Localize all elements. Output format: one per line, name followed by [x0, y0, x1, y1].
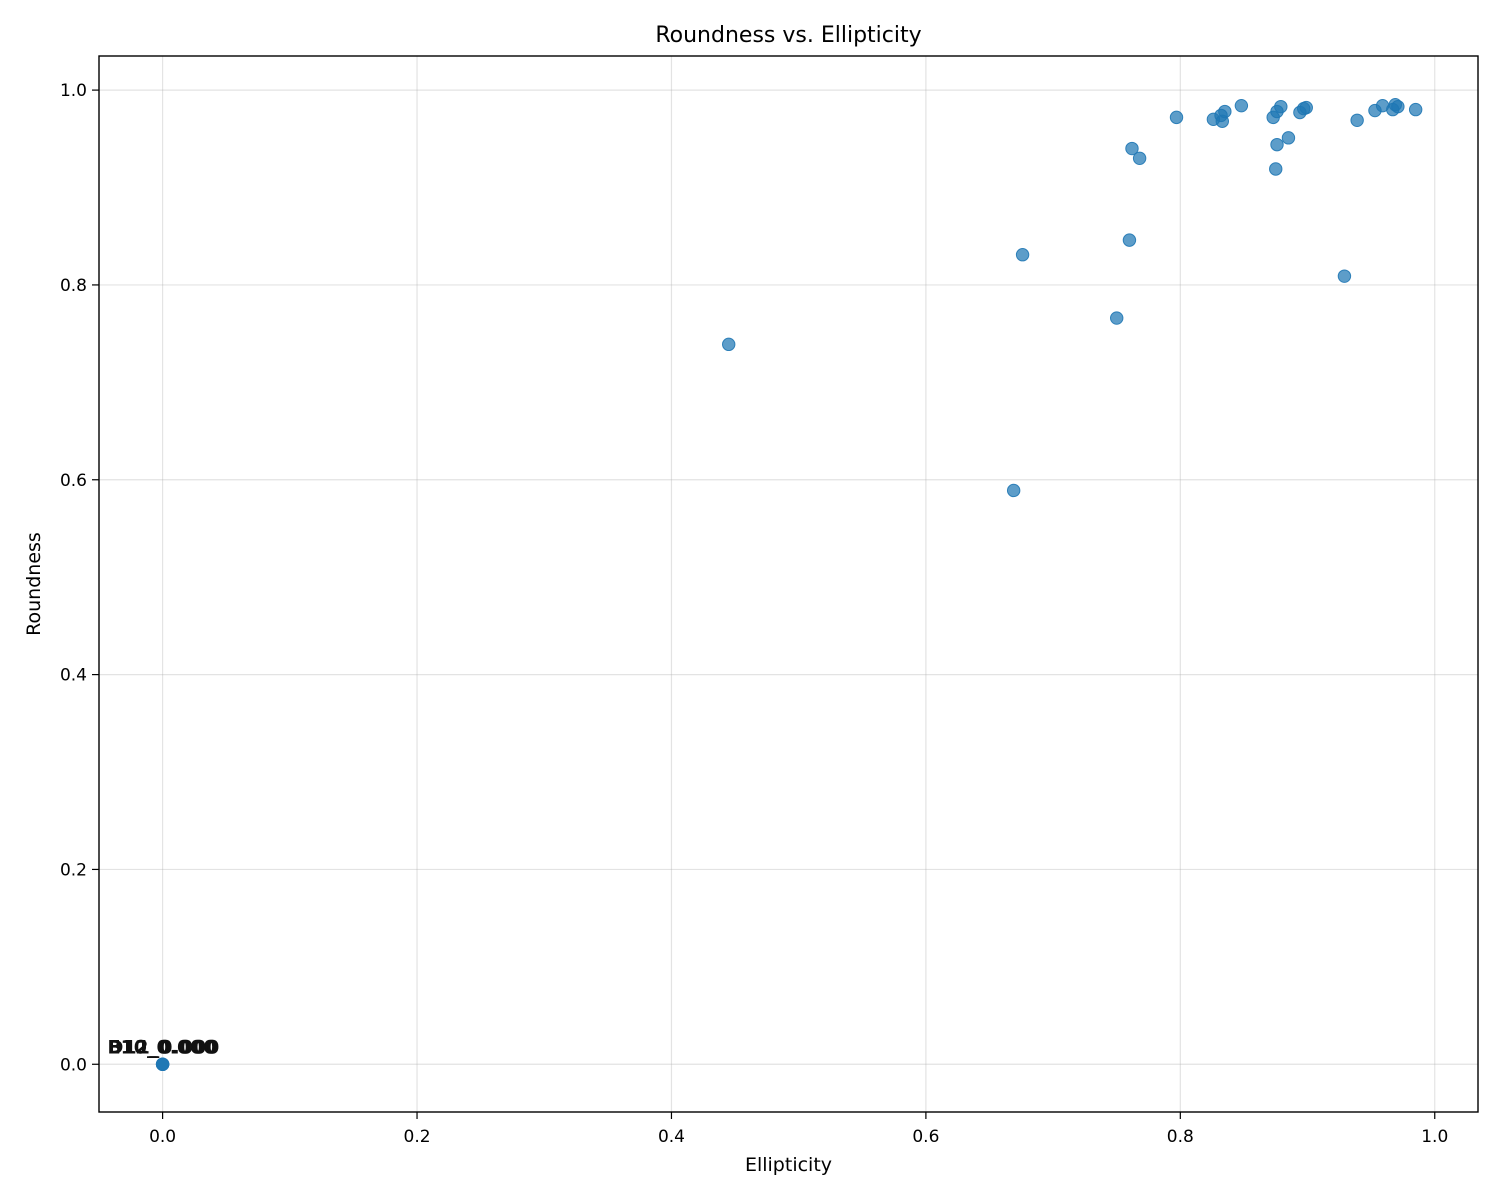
- scatter-point: [1274, 99, 1288, 114]
- x-tick-label: 0.2: [404, 1127, 431, 1147]
- scatter-point: [1169, 110, 1184, 125]
- scatter-point: [1350, 113, 1364, 127]
- y-tick-label: 0.6: [60, 471, 87, 491]
- y-tick-label: 0.8: [60, 276, 87, 296]
- scatter-point: [1122, 233, 1137, 247]
- data-points: [155, 98, 1423, 1071]
- plot-frame: [98, 55, 1479, 1113]
- x-tick-label: 1.0: [1421, 1127, 1448, 1147]
- x-tick-label: 0.0: [149, 1127, 176, 1147]
- scatter-point: [1270, 137, 1284, 152]
- y-tick-label: 0.4: [60, 666, 87, 686]
- point-annotation: D11_0.000: [108, 1036, 220, 1058]
- scatter-point: [1132, 151, 1147, 165]
- scatter-point: [1015, 248, 1030, 262]
- scatter-point: [1408, 102, 1423, 117]
- x-axis-ticks: 0.0 0.2 0.4 0.6 0.8 1.0: [149, 1112, 1448, 1147]
- scatter-point: [1234, 98, 1249, 113]
- x-tick-label: 0.8: [1167, 1127, 1194, 1147]
- scatter-point: [1006, 483, 1021, 498]
- point-annotation: E10_0.000: [108, 1036, 217, 1058]
- scatter-point: [155, 1057, 170, 1071]
- y-tick-label: 0.2: [60, 860, 87, 880]
- y-tick-label: 0.0: [60, 1055, 87, 1075]
- scatter-point: [1218, 104, 1232, 119]
- point-annotation: B12_0.000: [108, 1036, 219, 1058]
- y-axis-label: Roundness: [23, 532, 45, 636]
- scatter-point: [1125, 141, 1139, 156]
- scatter-point: [722, 337, 736, 352]
- grid: [99, 56, 1478, 1112]
- scatter-point: [1391, 99, 1405, 114]
- scatter-point: [1269, 162, 1283, 176]
- y-axis-ticks: 0.0 0.2 0.4 0.6 0.8 1.0: [60, 81, 99, 1075]
- scatter-point: [1110, 311, 1124, 325]
- scatter-point: [1337, 269, 1352, 283]
- chart-title: Roundness vs. Ellipticity: [655, 23, 921, 48]
- scatter-point: [1299, 100, 1313, 115]
- y-tick-label: 1.0: [60, 81, 87, 101]
- x-axis-label: Ellipticity: [745, 1154, 832, 1176]
- x-tick-label: 0.6: [912, 1127, 939, 1147]
- scatter-point: [1281, 131, 1296, 145]
- x-tick-label: 0.4: [658, 1127, 685, 1147]
